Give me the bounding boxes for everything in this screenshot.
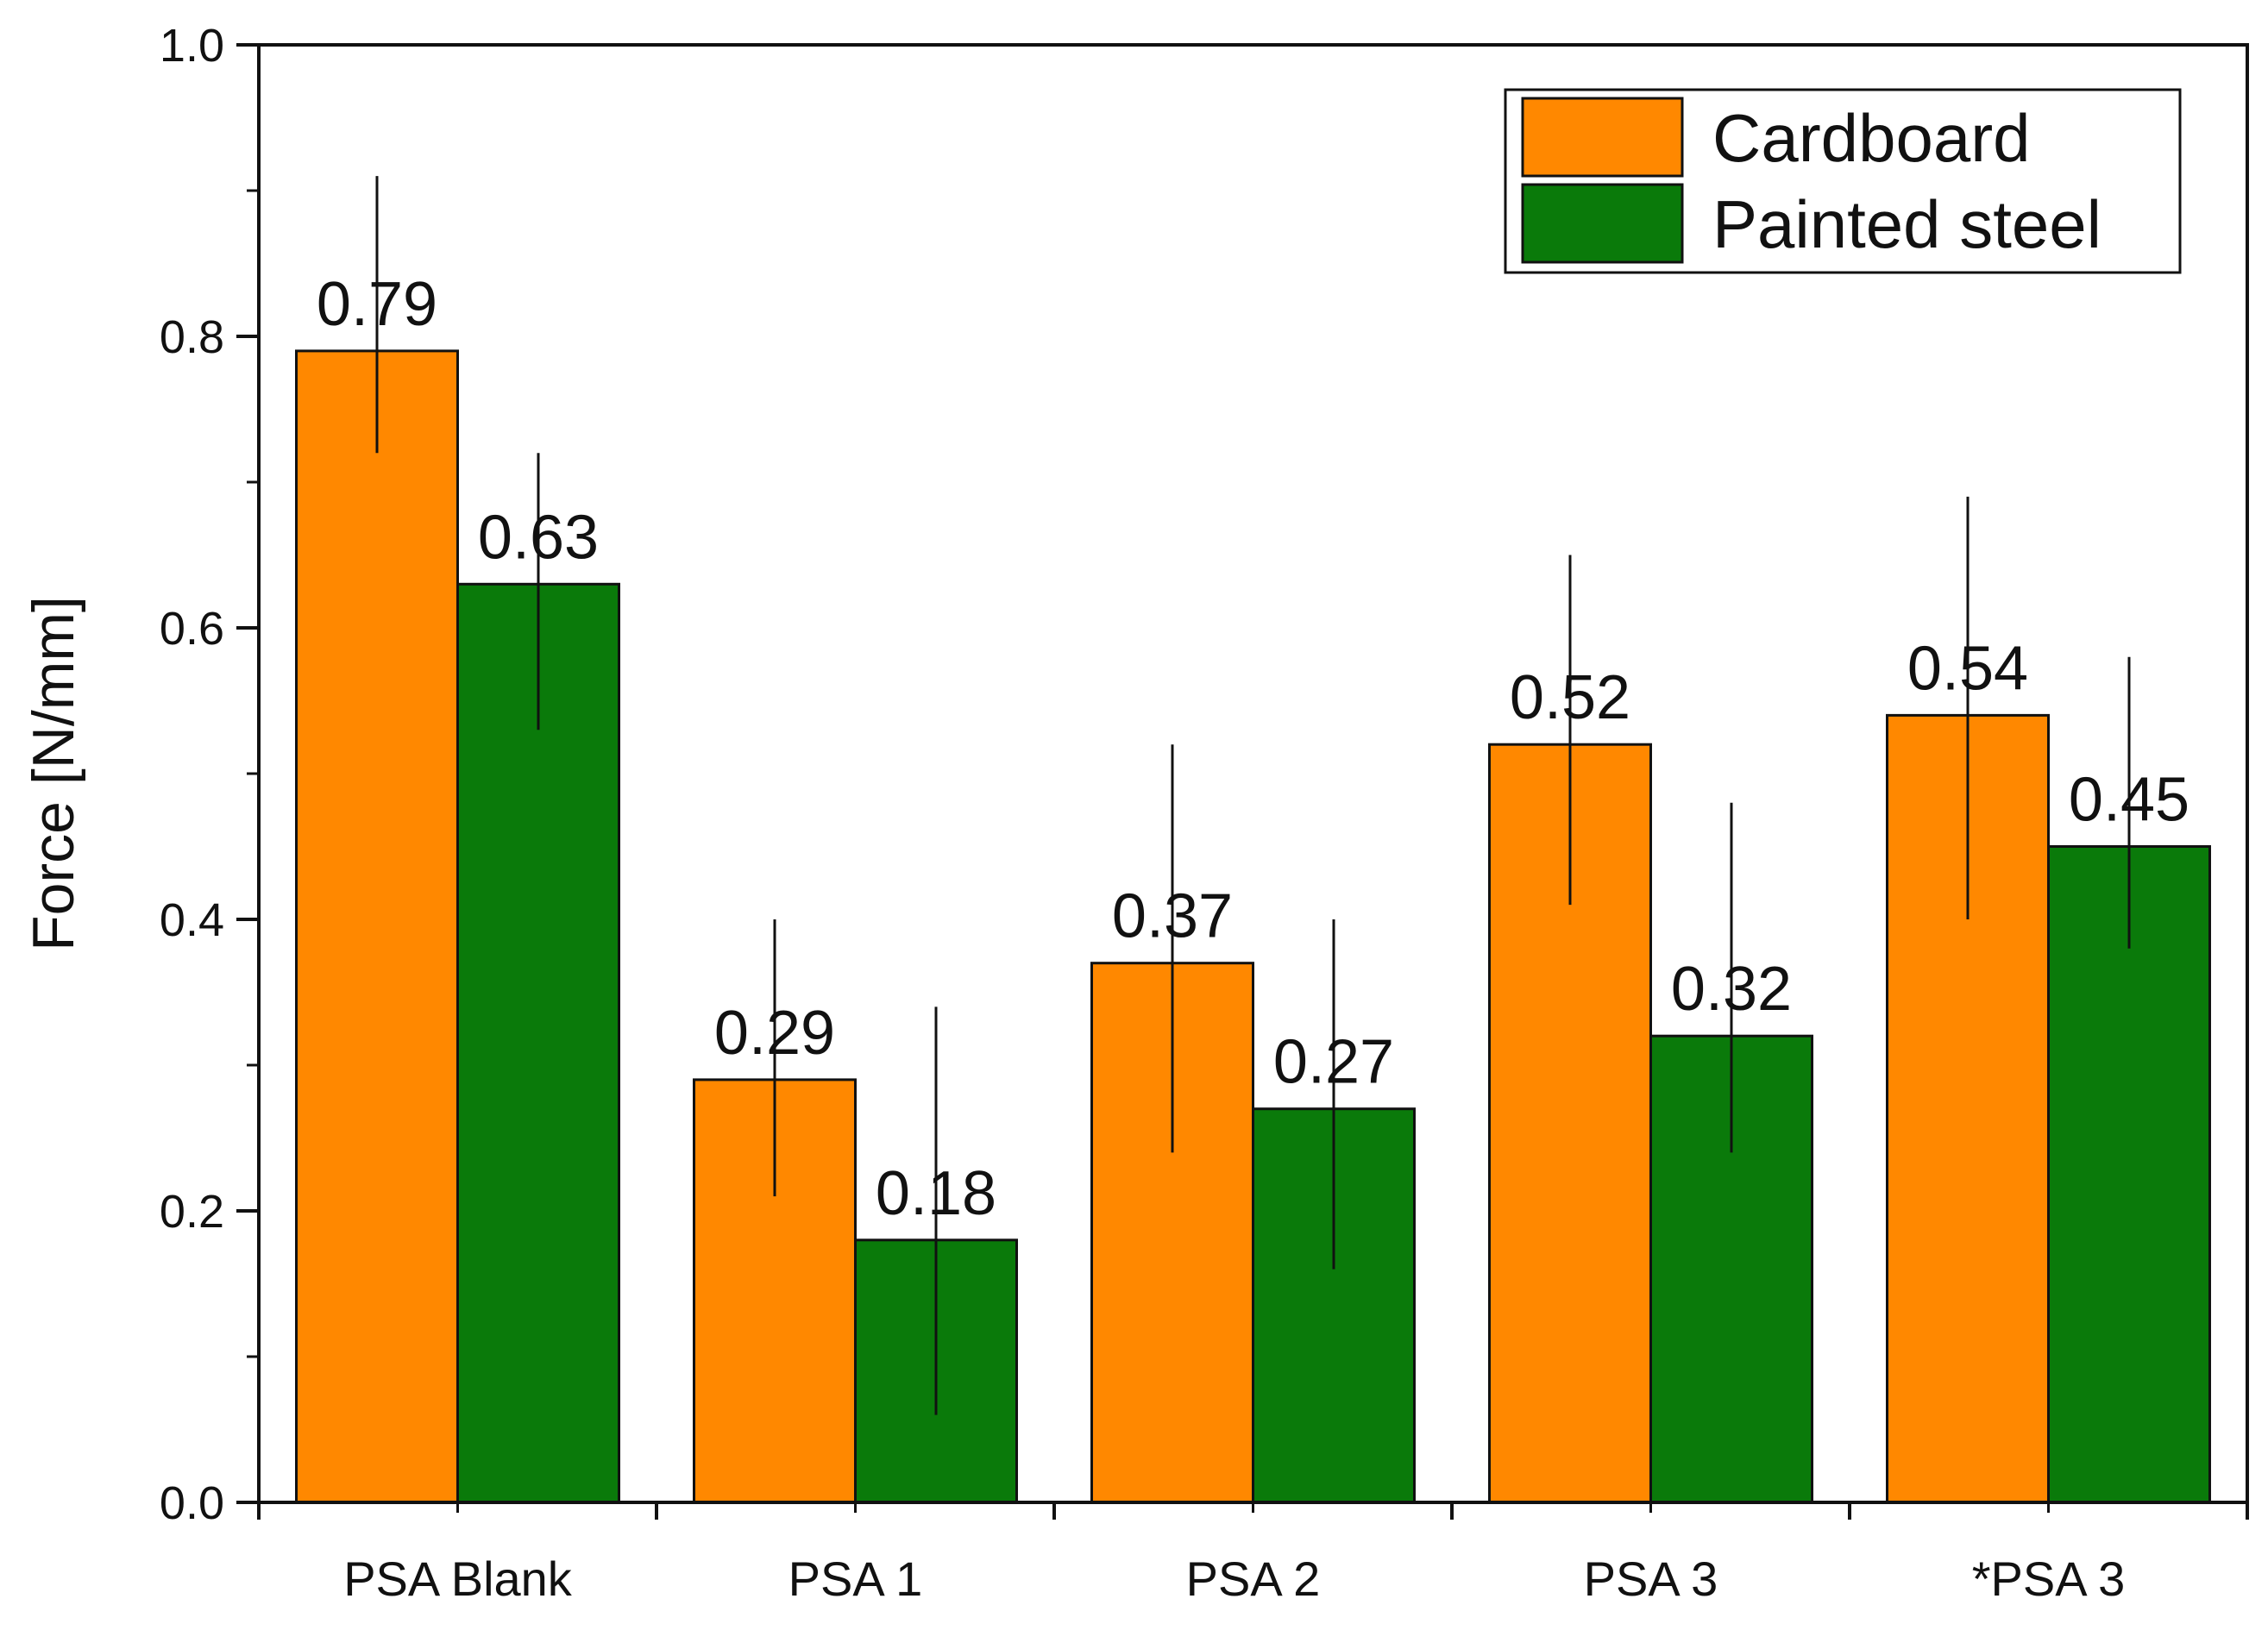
bar-value-label: 0.32 (1671, 955, 1792, 1024)
y-tick-label: 0.4 (160, 894, 224, 946)
error-bars (375, 176, 2131, 1415)
x-category-label: PSA Blank (343, 1552, 573, 1606)
bar-value-label: 0.54 (1907, 634, 2028, 703)
x-category-label: PSA 2 (1186, 1552, 1321, 1606)
y-tick-label: 0.6 (160, 603, 224, 655)
y-tick-label: 1.0 (160, 20, 224, 72)
x-category-label: PSA 3 (1584, 1552, 1718, 1606)
bar-value-label: 0.52 (1510, 663, 1630, 732)
bar-value-label: 0.29 (714, 999, 835, 1068)
bar-value-label: 0.79 (317, 270, 437, 339)
legend: Cardboard Painted steel (1504, 88, 2182, 274)
legend-swatch-cardboard (1521, 97, 1684, 178)
y-tick-label: 0.0 (160, 1477, 224, 1529)
x-category-label: PSA 1 (788, 1552, 923, 1606)
x-category-label: *PSA 3 (1972, 1552, 2125, 1606)
bar-painted-steel (456, 582, 620, 1504)
bar-value-label: 0.63 (478, 503, 599, 572)
legend-label: Cardboard (1712, 100, 2031, 176)
bar-value-label: 0.37 (1112, 882, 1233, 951)
bar-value-label: 0.18 (876, 1159, 996, 1228)
x-axis: PSA Blank PSA 1 PSA 2 PSA 3 *PSA 3 (257, 1502, 2249, 1606)
y-axis-title: Force [N/mm] (21, 596, 86, 951)
bar-painted-steel (2047, 845, 2211, 1504)
value-labels: 0.79 0.29 0.37 0.52 0.54 0.63 0.18 0.27 0.32 0.45 (317, 270, 2189, 1228)
legend-swatch-painted-steel (1521, 183, 1684, 264)
bar-value-label: 0.45 (2069, 766, 2189, 835)
y-tick-label: 0.2 (160, 1186, 224, 1238)
legend-label: Painted steel (1712, 186, 2102, 262)
bar-cardboard (295, 349, 459, 1504)
y-tick-label: 0.8 (160, 311, 224, 363)
bar-value-label: 0.27 (1273, 1028, 1394, 1097)
y-axis-ticks: 0.0 0.2 0.4 0.6 0.8 1.0 (160, 20, 259, 1529)
